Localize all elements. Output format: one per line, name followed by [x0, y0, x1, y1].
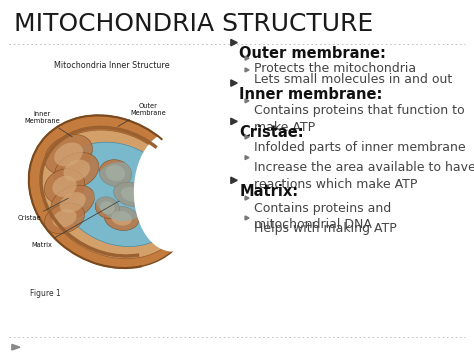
Text: Protects the mitochondria: Protects the mitochondria: [254, 62, 416, 75]
Text: Figure 1: Figure 1: [30, 289, 61, 298]
Ellipse shape: [54, 143, 83, 166]
Polygon shape: [231, 39, 237, 46]
Ellipse shape: [29, 115, 194, 268]
Ellipse shape: [93, 162, 150, 221]
Polygon shape: [245, 135, 249, 139]
Text: Contains proteins and
mitochondrial DNA: Contains proteins and mitochondrial DNA: [254, 202, 391, 231]
Ellipse shape: [111, 211, 132, 225]
Ellipse shape: [57, 142, 178, 247]
Text: Mitochondria Inner Structure: Mitochondria Inner Structure: [54, 61, 169, 70]
Text: Inner membrane:: Inner membrane:: [239, 87, 383, 102]
Polygon shape: [12, 344, 20, 350]
Ellipse shape: [55, 152, 99, 189]
Ellipse shape: [53, 176, 77, 197]
Polygon shape: [245, 56, 249, 60]
Polygon shape: [245, 216, 249, 220]
Ellipse shape: [114, 182, 150, 207]
Ellipse shape: [99, 160, 132, 186]
Text: Outer membrane:: Outer membrane:: [239, 46, 386, 61]
Polygon shape: [245, 196, 249, 200]
Text: Increase the area available to have
reactions which make ATP: Increase the area available to have reac…: [254, 161, 474, 191]
Polygon shape: [245, 68, 249, 72]
Ellipse shape: [64, 160, 90, 181]
Ellipse shape: [100, 201, 115, 214]
Ellipse shape: [106, 165, 125, 181]
Text: Matrix:: Matrix:: [239, 184, 299, 199]
Text: Helps with making ATP: Helps with making ATP: [254, 222, 396, 235]
Ellipse shape: [53, 209, 77, 228]
Polygon shape: [245, 155, 249, 160]
Ellipse shape: [121, 187, 143, 202]
Text: Lets small molecules in and out: Lets small molecules in and out: [254, 73, 452, 87]
Ellipse shape: [134, 132, 211, 252]
Text: Outer
Membrane: Outer Membrane: [118, 103, 166, 126]
Ellipse shape: [60, 192, 86, 213]
Ellipse shape: [41, 130, 186, 259]
Ellipse shape: [44, 169, 85, 204]
Text: Infolded parts of inner membrane: Infolded parts of inner membrane: [254, 141, 465, 154]
Text: Contains proteins that function to
make ATP: Contains proteins that function to make …: [254, 104, 464, 134]
Text: Matrix: Matrix: [32, 201, 119, 248]
Ellipse shape: [45, 203, 84, 234]
Ellipse shape: [45, 135, 92, 174]
Text: MITOCHONDRIA STRUCTURE: MITOCHONDRIA STRUCTURE: [14, 12, 374, 37]
Ellipse shape: [51, 185, 94, 219]
Polygon shape: [231, 80, 237, 86]
Ellipse shape: [104, 206, 139, 230]
Text: Cristae: Cristae: [18, 198, 68, 221]
Polygon shape: [231, 177, 237, 184]
Polygon shape: [231, 118, 237, 125]
Text: Inner
Membrane: Inner Membrane: [24, 111, 73, 137]
Ellipse shape: [95, 197, 119, 219]
Polygon shape: [245, 99, 249, 103]
Text: Cristae:: Cristae:: [239, 125, 304, 140]
